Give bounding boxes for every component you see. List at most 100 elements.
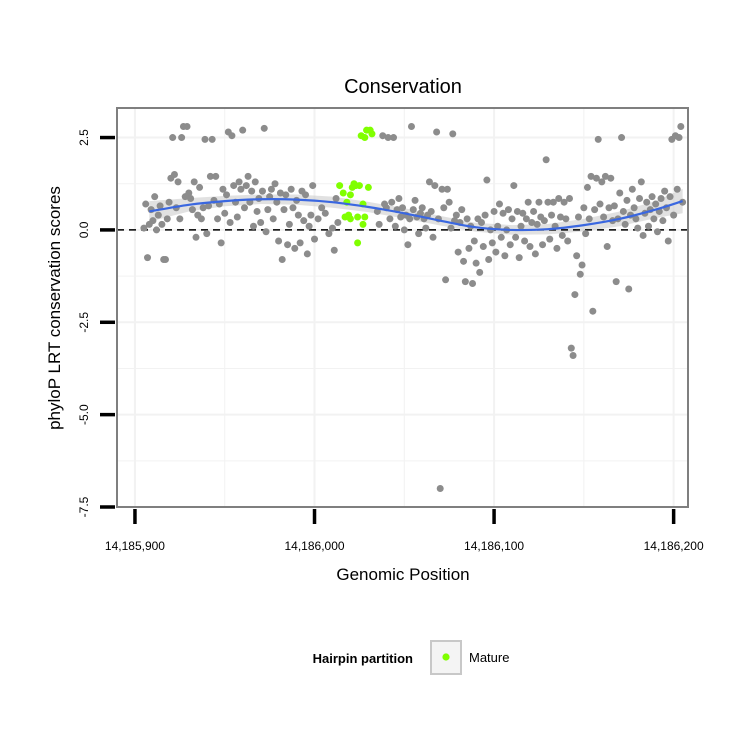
legend-title: Hairpin partition: [313, 651, 413, 666]
point-other: [522, 215, 530, 223]
legend-swatch-mature: [442, 653, 450, 661]
point-other: [583, 183, 591, 191]
plot-background: [117, 108, 688, 507]
point-other: [546, 235, 554, 243]
point-other: [192, 233, 200, 241]
point-other: [291, 244, 299, 252]
point-other: [558, 231, 566, 239]
point-other: [492, 248, 500, 256]
point-other: [565, 195, 573, 203]
point-other: [269, 215, 277, 223]
point-other: [470, 237, 478, 245]
point-other: [328, 224, 336, 232]
point-other: [569, 352, 577, 360]
point-other: [196, 183, 204, 191]
point-other: [205, 202, 213, 210]
point-other: [562, 215, 570, 223]
point-other: [636, 195, 644, 203]
point-other: [497, 233, 505, 241]
point-other: [287, 185, 295, 193]
point-other: [214, 215, 222, 223]
point-other: [463, 215, 471, 223]
plot-border: [116, 107, 689, 508]
point-other: [206, 172, 214, 180]
smooth-trend-line: [149, 198, 683, 232]
point-other: [596, 200, 604, 208]
point-other: [610, 202, 618, 210]
point-other: [591, 206, 599, 214]
point-other: [185, 189, 193, 197]
point-other: [158, 220, 166, 228]
point-other: [630, 204, 638, 212]
point-other: [311, 235, 319, 243]
point-other: [237, 185, 245, 193]
point-other: [230, 182, 238, 190]
point-other: [605, 204, 613, 212]
point-other: [188, 206, 196, 214]
point-other: [449, 130, 457, 138]
point-other: [578, 261, 586, 269]
point-other: [481, 211, 489, 219]
point-other: [616, 189, 624, 197]
point-other: [318, 204, 326, 212]
point-other: [190, 178, 198, 186]
point-other: [644, 222, 652, 230]
point-other: [521, 237, 529, 245]
point-other: [422, 224, 430, 232]
point-other: [460, 257, 468, 265]
point-other: [512, 233, 520, 241]
point-other: [625, 285, 633, 293]
x-tick-label: 14,186,000: [284, 539, 344, 553]
point-other: [305, 222, 313, 230]
point-other: [208, 135, 216, 143]
point-other: [203, 230, 211, 238]
point-other: [458, 206, 466, 214]
point-other: [251, 178, 259, 186]
point-other: [531, 250, 539, 258]
point-other: [542, 156, 550, 164]
point-other: [476, 268, 484, 276]
point-other: [153, 226, 161, 234]
y-tick-label: 2.5: [77, 129, 91, 146]
point-mature: [346, 215, 354, 223]
y-axis-title: phyloP LRT conservation scores: [45, 186, 64, 430]
point-other: [325, 230, 333, 238]
point-other: [379, 132, 387, 140]
point-other: [634, 224, 642, 232]
y-tick-label: -2.5: [77, 312, 91, 333]
point-mature: [361, 213, 369, 221]
point-other: [264, 206, 272, 214]
point-mature: [339, 189, 347, 197]
point-other: [406, 215, 414, 223]
point-other: [623, 196, 631, 204]
x-tick-label: 14,186,100: [464, 539, 524, 553]
data-points: [140, 122, 687, 493]
point-other: [228, 132, 236, 140]
point-other: [267, 185, 275, 193]
point-other: [273, 198, 281, 206]
point-other: [258, 187, 266, 195]
x-tick-label: 14,186,200: [644, 539, 704, 553]
point-other: [557, 213, 565, 221]
point-other: [282, 191, 290, 199]
point-other: [454, 248, 462, 256]
point-other: [156, 202, 164, 210]
point-other: [592, 174, 600, 182]
point-other: [217, 239, 225, 247]
point-other: [555, 195, 563, 203]
point-other: [400, 226, 408, 234]
point-other: [494, 222, 502, 230]
point-other: [519, 209, 527, 217]
point-other: [513, 207, 521, 215]
point-other: [390, 134, 398, 142]
point-other: [431, 182, 439, 190]
point-other: [567, 344, 575, 352]
point-other: [240, 204, 248, 212]
point-other: [395, 195, 403, 203]
point-other: [332, 195, 340, 203]
point-other: [415, 230, 423, 238]
point-other: [540, 217, 548, 225]
point-other: [280, 206, 288, 214]
point-other: [233, 213, 241, 221]
